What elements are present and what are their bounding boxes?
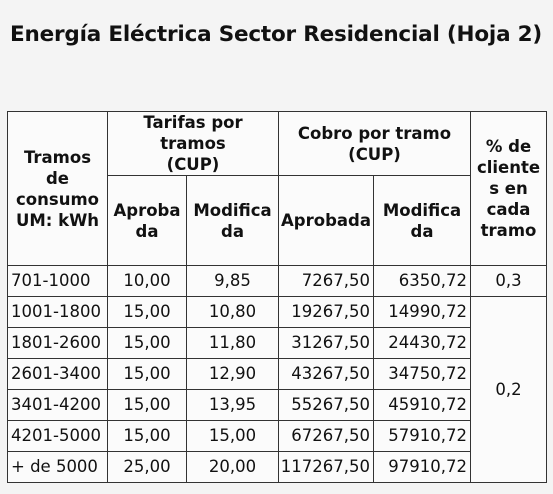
header-cobro-modificada: Modifica da	[373, 175, 471, 266]
cell-tramo: 2601-3400	[7, 358, 108, 390]
cell-cobro-modificada: 24430,72	[373, 327, 471, 359]
cell-cobro-aprobada: 117267,50	[278, 451, 374, 483]
cell-tarifa-modificada: 9,85	[186, 265, 279, 297]
header-clientes: % de cliente s en cada tramo	[470, 111, 547, 266]
table-row: + de 5000 25,00 20,00 117267,50 97910,72	[7, 451, 547, 483]
cell-tramo: 701-1000	[7, 265, 108, 297]
table-row: 3401-4200 15,00 13,95 55267,50 45910,72	[7, 389, 547, 421]
cell-cobro-modificada: 45910,72	[373, 389, 471, 421]
table-row: 1001-1800 15,00 10,80 19267,50 14990,72 …	[7, 296, 547, 483]
cell-cobro-aprobada: 67267,50	[278, 420, 374, 452]
header-tarifa-aprobada: Aproba da	[107, 175, 187, 266]
cell-cobro-aprobada: 55267,50	[278, 389, 374, 421]
cell-tarifa-aprobada: 15,00	[107, 420, 187, 452]
cell-clientes-first: 0,3	[470, 265, 547, 297]
page-title: Energía Eléctrica Sector Residencial (Ho…	[10, 22, 543, 47]
cell-tarifa-aprobada: 15,00	[107, 327, 187, 359]
header-tarifas: Tarifas por tramos (CUP)	[107, 111, 279, 176]
cell-tarifa-modificada: 20,00	[186, 451, 279, 483]
cell-cobro-aprobada: 31267,50	[278, 327, 374, 359]
cell-tramo: 1801-2600	[7, 327, 108, 359]
cell-cobro-modificada: 14990,72	[373, 296, 471, 328]
header-cobro: Cobro por tramo (CUP)	[278, 111, 471, 176]
header-tramos: Tramos de consumo UM: kWh	[7, 111, 108, 266]
cell-tramo: 4201-5000	[7, 420, 108, 452]
header-tarifa-modificada: Modifica da	[186, 175, 279, 266]
cell-tarifa-aprobada: 25,00	[107, 451, 187, 483]
table-row: 1801-2600 15,00 11,80 31267,50 24430,72	[7, 327, 547, 359]
cell-tarifa-modificada: 13,95	[186, 389, 279, 421]
cell-tarifa-modificada: 11,80	[186, 327, 279, 359]
cell-tramo: 3401-4200	[7, 389, 108, 421]
cell-tarifa-aprobada: 10,00	[107, 265, 187, 297]
cell-cobro-modificada: 6350,72	[373, 265, 471, 297]
cell-tarifa-aprobada: 15,00	[107, 358, 187, 390]
cell-cobro-aprobada: 7267,50	[278, 265, 374, 297]
tariff-table: Tramos de consumo UM: kWh Tarifas por tr…	[7, 111, 547, 483]
cell-cobro-modificada: 34750,72	[373, 358, 471, 390]
cell-cobro-modificada: 97910,72	[373, 451, 471, 483]
cell-tarifa-modificada: 12,90	[186, 358, 279, 390]
cell-cobro-modificada: 57910,72	[373, 420, 471, 452]
cell-cobro-aprobada: 43267,50	[278, 358, 374, 390]
cell-tarifa-aprobada: 15,00	[107, 296, 187, 328]
cell-tarifa-modificada: 15,00	[186, 420, 279, 452]
cell-tramo: + de 5000	[7, 451, 108, 483]
cell-cobro-aprobada: 19267,50	[278, 296, 374, 328]
table-row: 701-1000 10,00 9,85 7267,50 6350,72 0,3	[7, 265, 547, 297]
table-row: 4201-5000 15,00 15,00 67267,50 57910,72	[7, 420, 547, 452]
cell-tarifa-aprobada: 15,00	[107, 389, 187, 421]
table-row: 2601-3400 15,00 12,90 43267,50 34750,72	[7, 358, 547, 390]
cell-clientes-rest: 0,2	[470, 296, 547, 483]
cell-tramo: 1001-1800	[7, 296, 108, 328]
header-cobro-aprobada: Aprobada	[278, 175, 374, 266]
cell-tarifa-modificada: 10,80	[186, 296, 279, 328]
